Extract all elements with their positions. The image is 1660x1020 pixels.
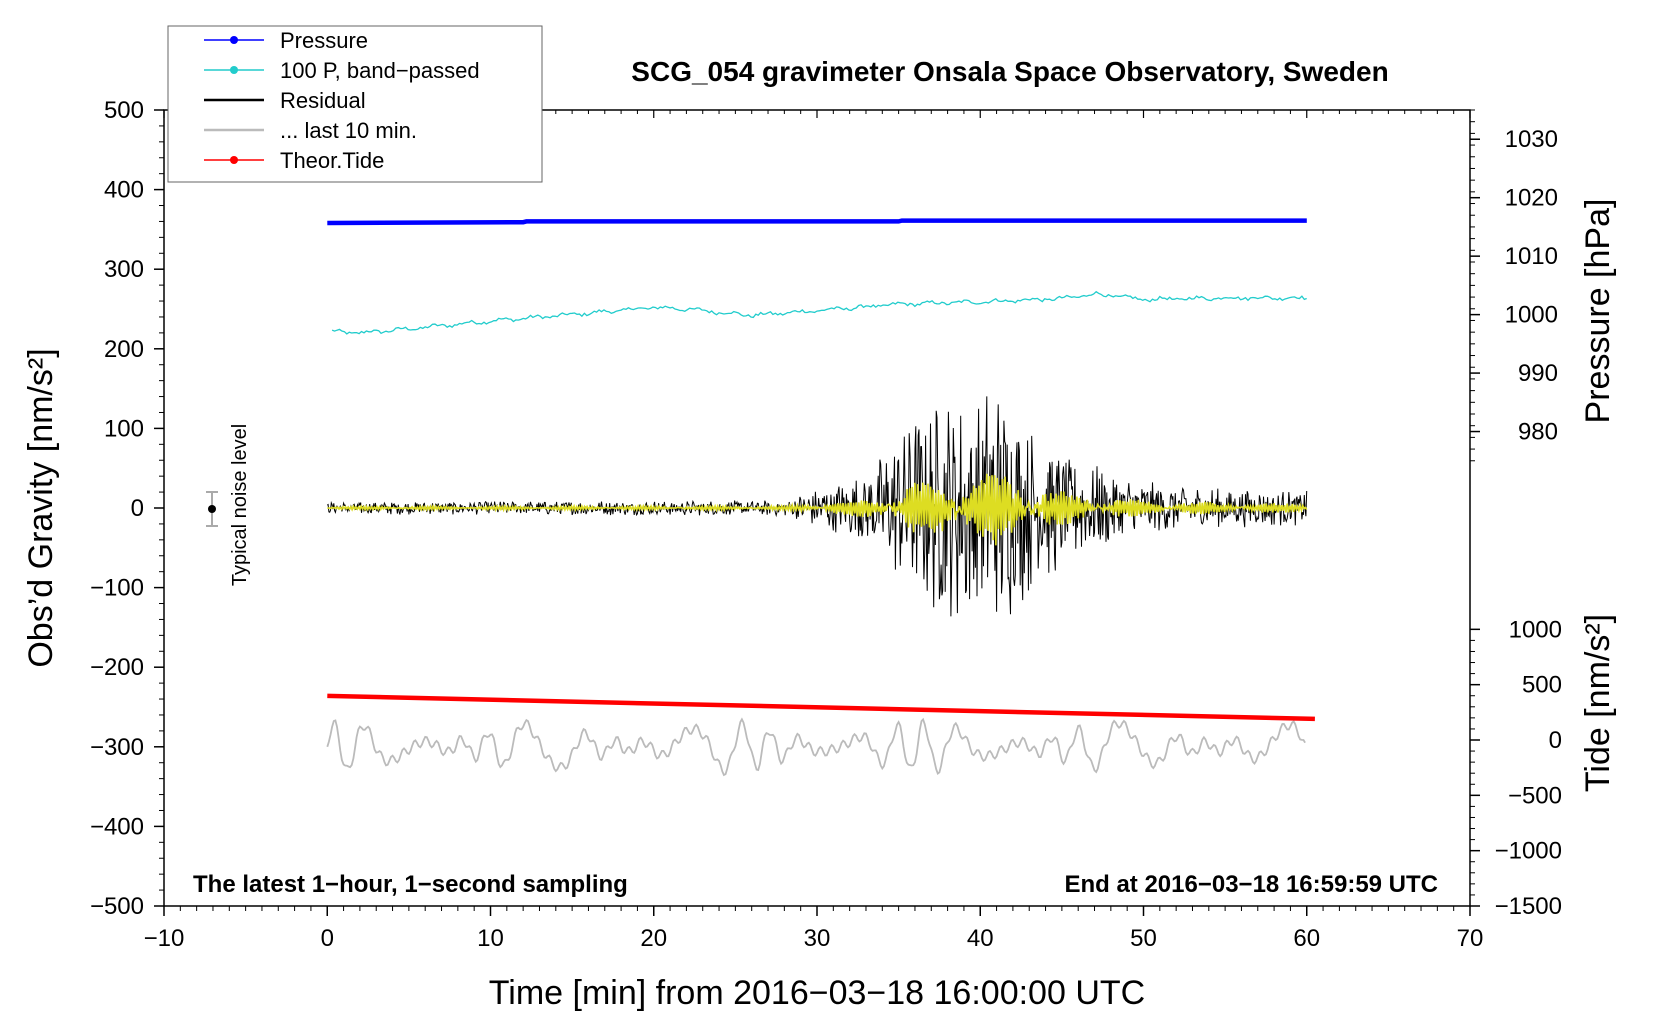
noise-point: [208, 505, 216, 513]
pressure-series-line: [327, 218, 1307, 226]
annotation-right: End at 2016−03−18 16:59:59 UTC: [1064, 871, 1438, 898]
x-tick-label: −10: [144, 925, 185, 952]
legend-marker: [230, 156, 238, 164]
y-tick-label: −300: [90, 734, 144, 761]
pressure-tick-label: 1030: [1505, 126, 1558, 153]
annotation-left: The latest 1−hour, 1−second sampling: [193, 871, 628, 898]
y-tick-label: 300: [104, 256, 144, 283]
x-tick-label: 30: [804, 925, 831, 952]
noise-label: Typical noise level: [229, 424, 251, 586]
y-tick-label: −400: [90, 813, 144, 840]
y-tick-label: 400: [104, 177, 144, 204]
pressure-tick-label: 1000: [1505, 302, 1558, 329]
tide-axis-title: Tide [nm/s²]: [1579, 614, 1617, 792]
x-tick-label: 0: [321, 925, 334, 952]
pressure-tick-label: 1010: [1505, 243, 1558, 270]
pressure-tick-label: 990: [1518, 360, 1558, 387]
theor-tide-series-line: [327, 693, 1315, 722]
y-tick-label: −100: [90, 575, 144, 602]
pressure-axis-title: Pressure [hPa]: [1579, 199, 1617, 424]
legend-item-theor-tide: Theor.Tide: [204, 148, 384, 173]
noise-marker: Typical noise level: [206, 424, 251, 586]
legend-marker: [230, 66, 238, 74]
x-tick-label: 40: [967, 925, 994, 952]
tide-tick-label: −1000: [1495, 838, 1562, 865]
y-tick-label: 0: [131, 495, 144, 522]
legend-label-last-10-min: ... last 10 min.: [280, 118, 417, 143]
residual-filtered-overlay: [327, 473, 1308, 546]
x-tick-label: 10: [477, 925, 504, 952]
plot-lines: [326, 218, 1315, 777]
x-tick-label: 70: [1457, 925, 1484, 952]
tide-tick-label: −1500: [1495, 893, 1562, 920]
legend-box: [167, 25, 543, 183]
tide-tick-label: 0: [1549, 727, 1562, 754]
legend-item-residual: Residual: [204, 88, 366, 113]
legend-label-residual: Residual: [280, 88, 366, 113]
y-axis-title-left: Obs’d Gravity [nm/s²]: [22, 348, 60, 667]
pressure-tick-label: 1020: [1505, 185, 1558, 212]
legend: Pressure 100 P, band−passed Residual ...…: [167, 25, 543, 183]
x-tick-label: 50: [1130, 925, 1157, 952]
y-tick-label: 200: [104, 336, 144, 363]
x-tick-label: 60: [1293, 925, 1320, 952]
legend-item-last-10-min: ... last 10 min.: [204, 118, 417, 143]
x-tick-label: 20: [640, 925, 667, 952]
tide-tick-label: 1000: [1509, 616, 1562, 643]
y-tick-label: −500: [90, 893, 144, 920]
y-tick-label: −200: [90, 654, 144, 681]
pressure-tick-label: 980: [1518, 419, 1558, 446]
last-10-min-series-line: [326, 717, 1306, 777]
tide-tick-label: −500: [1508, 782, 1562, 809]
legend-item-band-passed: 100 P, band−passed: [204, 58, 480, 83]
chart-title: SCG_054 gravimeter Onsala Space Observat…: [631, 56, 1388, 87]
y-tick-label: 500: [104, 97, 144, 124]
legend-label-pressure: Pressure: [280, 28, 368, 53]
legend-label-band-passed: 100 P, band−passed: [280, 58, 480, 83]
y-tick-label: 100: [104, 415, 144, 442]
axes: −10 0 10 20 30 40 50 60 705004003002001000−100−2…: [90, 97, 1562, 952]
legend-label-theor-tide: Theor.Tide: [280, 148, 384, 173]
band-passed-series-line: [331, 290, 1307, 335]
residual-series-line: [327, 396, 1308, 617]
x-axis-title: Time [min] from 2016−03−18 16:00:00 UTC: [489, 974, 1145, 1012]
legend-item-pressure: Pressure: [204, 28, 368, 53]
tide-tick-label: 500: [1522, 672, 1562, 699]
legend-marker: [230, 36, 238, 44]
